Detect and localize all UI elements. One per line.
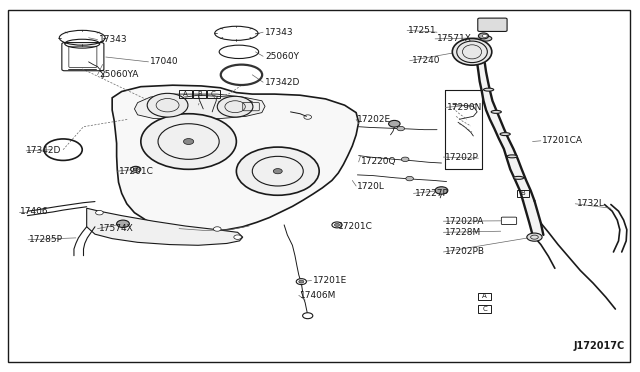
Bar [479,305,491,313]
Text: 17202E: 17202E [357,115,392,124]
Circle shape [335,224,340,227]
Text: 17202PB: 17202PB [445,247,485,256]
Ellipse shape [507,155,517,158]
Text: 17201C: 17201C [339,222,373,231]
Circle shape [131,166,141,172]
Circle shape [435,187,448,194]
Ellipse shape [513,176,524,179]
Circle shape [217,96,253,117]
Circle shape [303,313,313,319]
Text: B: B [197,91,202,97]
Text: 17342D: 17342D [26,146,61,155]
Text: 17342D: 17342D [265,78,300,87]
Text: 25060Y: 25060Y [265,52,299,61]
Circle shape [273,169,282,174]
Ellipse shape [452,38,492,65]
Circle shape [141,114,236,169]
Ellipse shape [483,88,493,91]
Text: C: C [211,91,216,97]
Text: 17201CA: 17201CA [542,136,583,145]
Circle shape [147,93,188,117]
Text: 17202PA: 17202PA [445,217,484,226]
Circle shape [296,279,307,285]
Text: 17571X: 17571X [437,34,472,44]
Bar [179,90,192,98]
Text: 17290N: 17290N [447,103,482,112]
Text: B: B [520,190,525,196]
Circle shape [95,211,103,215]
Text: 25060YA: 25060YA [99,70,139,79]
Text: A: A [183,91,188,97]
Ellipse shape [500,133,510,136]
Circle shape [133,168,138,171]
Text: 17202P: 17202P [445,153,479,161]
Text: 17040: 17040 [150,57,179,66]
Circle shape [116,220,129,228]
Text: 1720L: 1720L [357,182,385,190]
Text: 17574X: 17574X [99,224,134,233]
Text: 17201E: 17201E [313,276,347,285]
Text: J172017C: J172017C [574,341,625,351]
Ellipse shape [491,110,501,113]
Ellipse shape [527,233,542,241]
Circle shape [406,176,413,181]
Circle shape [234,235,241,239]
Text: 17285P: 17285P [29,235,63,244]
Text: 1732L: 1732L [577,199,605,208]
Circle shape [299,280,304,283]
Polygon shape [112,85,358,231]
Circle shape [397,126,404,131]
Bar [207,90,220,98]
Circle shape [213,227,221,231]
Circle shape [388,121,400,127]
Polygon shape [477,63,543,235]
Bar [193,90,206,98]
Polygon shape [86,208,243,245]
Bar [516,190,529,197]
Text: 17343: 17343 [99,35,128,44]
Text: A: A [483,294,487,299]
Circle shape [236,147,319,195]
Polygon shape [134,94,265,119]
Text: 17220Q: 17220Q [360,157,396,166]
Circle shape [482,35,487,37]
Text: 17228M: 17228M [445,228,481,237]
Text: 17343: 17343 [265,28,294,37]
Text: 17227P: 17227P [415,189,449,198]
Circle shape [332,222,342,228]
Text: 17406: 17406 [20,208,49,217]
Text: 17251: 17251 [408,26,437,35]
FancyBboxPatch shape [478,18,507,32]
Ellipse shape [481,36,492,41]
Text: 17240: 17240 [412,56,440,65]
Text: 17406M: 17406M [300,291,337,300]
Bar [479,293,491,300]
Text: C: C [483,306,487,312]
Circle shape [479,33,488,39]
Text: 17201C: 17201C [118,167,154,176]
Circle shape [401,157,409,161]
Circle shape [184,138,194,144]
